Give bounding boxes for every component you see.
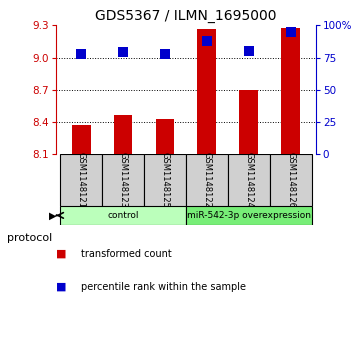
- Text: transformed count: transformed count: [81, 249, 172, 259]
- Bar: [197, 29, 216, 154]
- Text: GSM1148123: GSM1148123: [118, 152, 127, 208]
- Text: miR-542-3p overexpression: miR-542-3p overexpression: [187, 211, 311, 220]
- Text: GSM1148121: GSM1148121: [77, 152, 86, 208]
- Bar: [60, 206, 186, 225]
- Bar: [228, 154, 270, 206]
- Bar: [144, 154, 186, 206]
- Bar: [281, 28, 300, 154]
- Text: GSM1148124: GSM1148124: [244, 152, 253, 208]
- Text: ▶: ▶: [49, 211, 57, 220]
- Title: GDS5367 / ILMN_1695000: GDS5367 / ILMN_1695000: [95, 9, 277, 23]
- Point: [204, 38, 210, 44]
- Bar: [270, 154, 312, 206]
- Text: ■: ■: [56, 249, 66, 259]
- Text: control: control: [107, 211, 139, 220]
- Bar: [102, 154, 144, 206]
- Bar: [156, 119, 174, 154]
- Point: [162, 51, 168, 57]
- Bar: [72, 125, 91, 154]
- Text: percentile rank within the sample: percentile rank within the sample: [81, 282, 246, 292]
- Point: [78, 51, 84, 57]
- Point: [246, 48, 252, 54]
- Bar: [186, 154, 228, 206]
- Bar: [114, 114, 132, 154]
- Point: [120, 50, 126, 56]
- Text: ■: ■: [56, 282, 66, 292]
- Bar: [239, 90, 258, 154]
- Point: [288, 29, 293, 35]
- Text: GSM1148126: GSM1148126: [286, 152, 295, 208]
- Bar: [186, 206, 312, 225]
- Text: GSM1148125: GSM1148125: [160, 152, 169, 208]
- Bar: [60, 154, 102, 206]
- Text: GSM1148122: GSM1148122: [203, 152, 212, 208]
- Text: protocol: protocol: [7, 233, 52, 243]
